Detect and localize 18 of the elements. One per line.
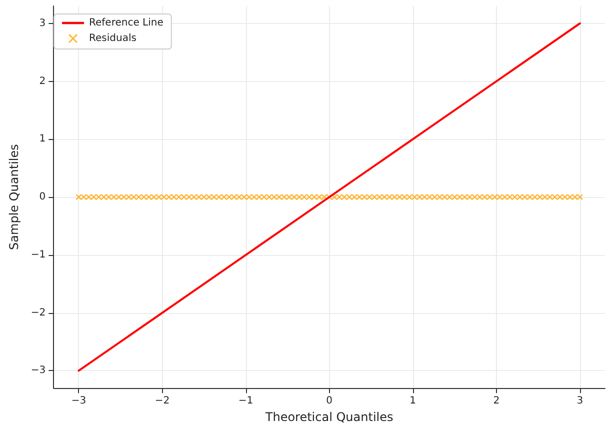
x-tick-label: −1: [238, 396, 254, 407]
x-tick-label: 2: [493, 396, 500, 407]
y-tick-label: −1: [30, 249, 46, 260]
x-tick-label: −3: [71, 396, 86, 407]
legend-label: Residuals: [89, 33, 136, 44]
x-tick-label: −2: [154, 396, 170, 407]
legend-label: Reference Line: [89, 18, 164, 28]
x-tick-label: 3: [576, 396, 584, 407]
x-tick-label: 0: [326, 396, 333, 407]
x-axis-title: Theoretical Quantiles: [264, 410, 394, 424]
y-tick-label: 3: [39, 18, 46, 29]
y-axis-title: Sample Quantiles: [7, 144, 21, 250]
y-tick-label: −2: [30, 307, 46, 318]
y-tick-label: 0: [39, 192, 46, 203]
x-tick-label: 1: [410, 396, 416, 407]
y-tick-label: 2: [39, 76, 46, 87]
y-tick-label: 1: [39, 134, 46, 145]
y-tick-label: −3: [30, 365, 46, 376]
